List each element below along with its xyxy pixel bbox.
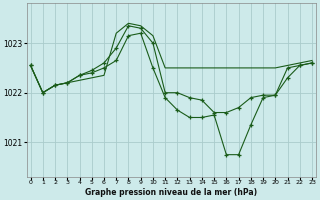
X-axis label: Graphe pression niveau de la mer (hPa): Graphe pression niveau de la mer (hPa) xyxy=(85,188,257,197)
